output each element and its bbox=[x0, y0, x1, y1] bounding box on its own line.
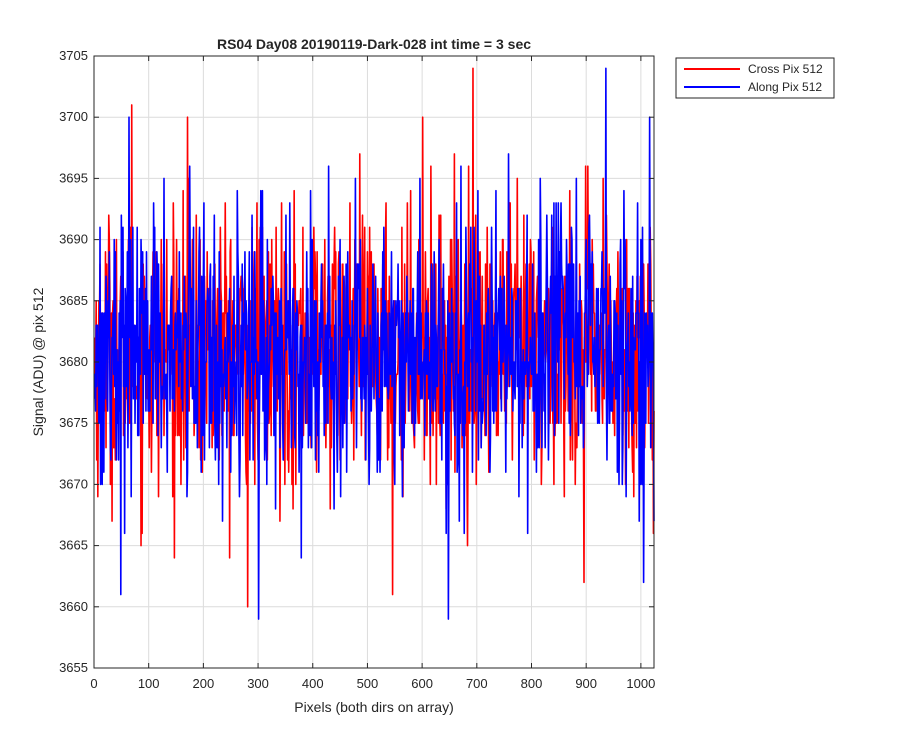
y-tick-label: 3700 bbox=[59, 109, 88, 124]
series-line-along-pix-512 bbox=[93, 67, 655, 620]
y-tick-label: 3695 bbox=[59, 170, 88, 185]
legend-entry-cross: Cross Pix 512 bbox=[748, 62, 823, 76]
x-tick-label: 900 bbox=[575, 676, 597, 691]
x-tick-label: 200 bbox=[193, 676, 215, 691]
y-tick-label: 3660 bbox=[59, 599, 88, 614]
y-tick-label: 3685 bbox=[59, 293, 88, 308]
x-tick-label: 400 bbox=[302, 676, 324, 691]
x-tick-label: 100 bbox=[138, 676, 160, 691]
legend-box bbox=[675, 57, 835, 99]
legend-entry-along: Along Pix 512 bbox=[748, 80, 822, 94]
chart-title: RS04 Day08 20190119-Dark-028 int time = … bbox=[217, 36, 531, 52]
x-tick-label: 500 bbox=[357, 676, 379, 691]
y-axis-label: Signal (ADU) @ pix 512 bbox=[30, 287, 46, 436]
x-tick-label: 300 bbox=[247, 676, 269, 691]
y-tick-label: 3675 bbox=[59, 415, 88, 430]
y-tick-label: 3705 bbox=[59, 48, 88, 63]
y-tick-label: 3670 bbox=[59, 476, 88, 491]
legend: Cross Pix 512 Along Pix 512 bbox=[675, 57, 835, 99]
y-tick-label: 3690 bbox=[59, 232, 88, 247]
x-tick-label: 800 bbox=[521, 676, 543, 691]
series-layer bbox=[93, 67, 655, 620]
x-tick-label: 1000 bbox=[626, 676, 655, 691]
x-axis-label: Pixels (both dirs on array) bbox=[294, 699, 454, 715]
y-tick-label: 3680 bbox=[59, 354, 88, 369]
x-tick-label: 700 bbox=[466, 676, 488, 691]
axis-ticks: 0 100 200 300 400 500 600 700 800 900 1000 3655 3660… bbox=[59, 48, 655, 691]
x-tick-label: 600 bbox=[411, 676, 433, 691]
x-tick-label: 0 bbox=[90, 676, 97, 691]
y-tick-label: 3655 bbox=[59, 660, 88, 675]
y-tick-label: 3665 bbox=[59, 538, 88, 553]
